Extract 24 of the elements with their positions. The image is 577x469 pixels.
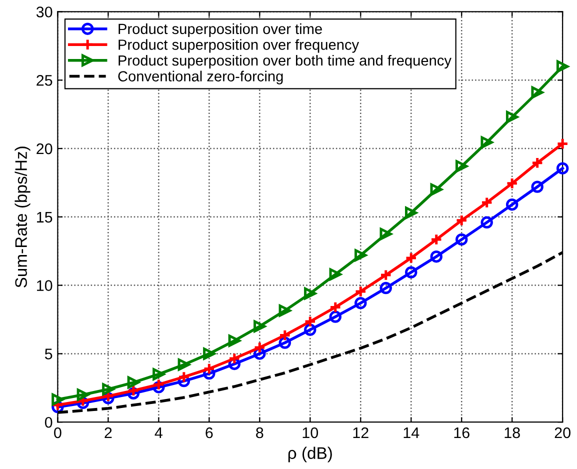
y-axis-title: Sum-Rate (bps/Hz) [14, 146, 30, 288]
x-tick-label: 18 [504, 427, 520, 438]
legend-label: Product superposition over frequency [118, 39, 360, 53]
x-axis-title: ρ (dB) [288, 446, 332, 462]
x-tick-label: 14 [404, 428, 420, 438]
y-tick-label: 0 [44, 416, 52, 428]
x-tick-label: 16 [454, 427, 470, 438]
x-tick-label: 0 [54, 427, 62, 438]
x-tick-label: 12 [353, 427, 368, 438]
y-tick-label: 15 [37, 212, 52, 223]
y-tick-label: 30 [36, 6, 52, 18]
x-tick-label: 4 [154, 428, 162, 438]
y-tick-label: 5 [44, 348, 52, 360]
legend-label: Product superposition over both time and frequency [118, 54, 452, 69]
y-tick-label: 10 [37, 280, 52, 291]
x-tick-label: 20 [554, 427, 570, 438]
x-tick-label: 10 [302, 427, 318, 438]
legend-label: Product superposition over time [118, 23, 322, 37]
x-tick-label: 2 [104, 427, 112, 438]
y-tick-label: 25 [36, 74, 52, 86]
legend-label: Conventional zero-forcing [118, 70, 283, 84]
x-tick-label: 6 [206, 427, 213, 438]
y-tick-label: 20 [36, 143, 52, 154]
x-tick-label: 8 [256, 427, 264, 438]
